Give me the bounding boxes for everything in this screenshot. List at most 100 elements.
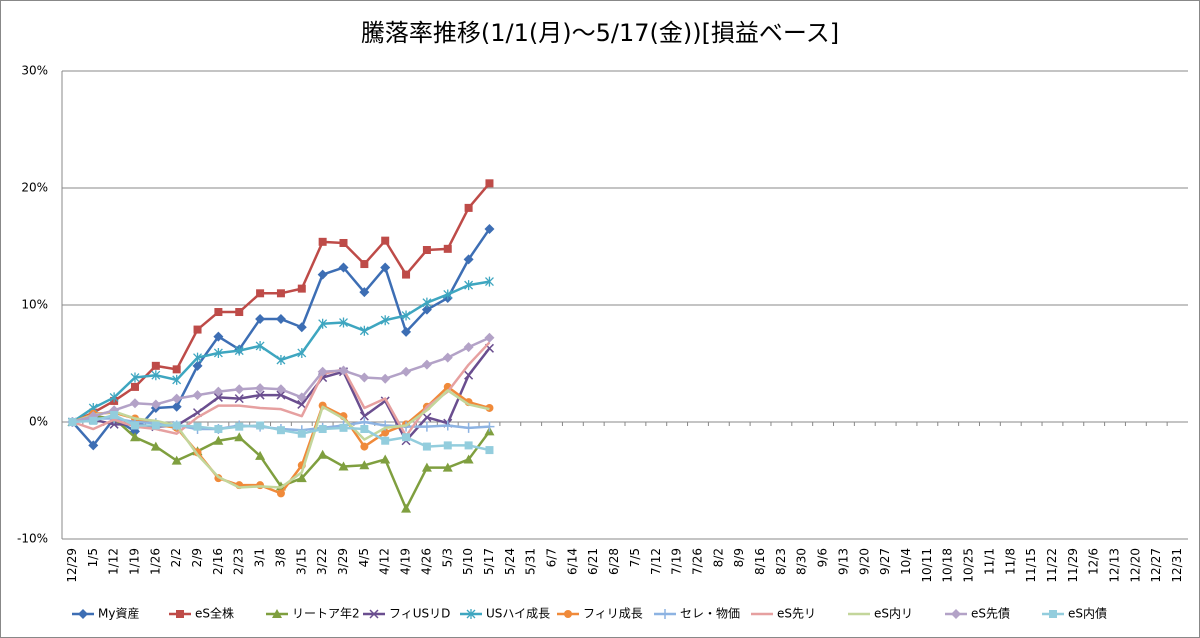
marker: [150, 399, 161, 410]
marker: [214, 308, 223, 317]
marker: [485, 179, 494, 188]
marker: [564, 610, 572, 618]
legend-item: eS内リ: [848, 607, 913, 621]
y-tick-label: 30%: [21, 64, 48, 78]
marker: [256, 421, 265, 430]
x-tick-label: 12/13: [1108, 548, 1122, 583]
legend-label: フィリ成長: [583, 607, 643, 621]
marker: [338, 461, 349, 471]
marker: [463, 342, 474, 353]
x-tick-label: 2/16: [211, 548, 225, 575]
marker: [297, 347, 307, 358]
legend-label: eS先債: [971, 606, 1010, 621]
marker: [485, 276, 494, 287]
marker: [339, 238, 348, 247]
marker: [484, 223, 495, 234]
x-tick-label: 10/25: [962, 548, 976, 583]
x-tick-label: 4/12: [378, 548, 392, 575]
marker: [360, 425, 369, 434]
x-tick-label: 6/7: [545, 548, 559, 567]
marker: [78, 609, 88, 619]
marker: [401, 310, 411, 321]
marker: [276, 289, 285, 298]
x-tick-label: 9/27: [878, 548, 892, 575]
legend-label: USハイ成長: [486, 607, 550, 621]
marker: [442, 420, 453, 431]
legend-item: USハイ成長: [460, 607, 550, 621]
x-tick-label: 3/1: [253, 548, 267, 567]
marker: [318, 237, 327, 246]
legend-label: eS内債: [1068, 606, 1107, 621]
marker: [130, 372, 140, 383]
marker: [422, 412, 432, 422]
marker: [171, 393, 182, 404]
marker: [255, 340, 265, 351]
x-tick-label: 10/4: [899, 548, 913, 575]
marker: [380, 373, 391, 384]
legend-label: eS内リ: [874, 607, 913, 621]
marker: [255, 450, 266, 460]
marker: [464, 441, 473, 450]
x-tick-label: 11/1: [982, 548, 996, 575]
x-tick-label: 7/5: [628, 548, 642, 567]
marker: [296, 392, 307, 403]
marker: [256, 289, 265, 298]
marker: [443, 289, 453, 300]
y-tick-label: 10%: [21, 298, 48, 312]
marker: [360, 442, 369, 451]
x-tick-label: 8/9: [732, 548, 746, 567]
y-tick-label: -10%: [17, 532, 48, 546]
legend-label: フィUSリD: [389, 607, 450, 621]
marker: [401, 503, 412, 513]
x-tick-label: 9/20: [857, 548, 871, 575]
x-tick-label: 8/16: [753, 548, 767, 575]
marker: [359, 411, 369, 421]
x-tick-label: 11/29: [1066, 548, 1080, 583]
marker: [380, 454, 391, 464]
marker: [442, 352, 453, 363]
legend-item: eS内債: [1042, 606, 1107, 621]
marker: [339, 423, 348, 432]
marker: [255, 383, 266, 394]
marker: [296, 322, 307, 333]
series-markers: [68, 410, 494, 455]
marker: [276, 426, 285, 435]
marker: [359, 372, 370, 383]
x-tick-label: 4/26: [419, 548, 433, 575]
marker: [172, 374, 182, 385]
marker: [359, 287, 370, 298]
marker: [192, 390, 203, 401]
x-tick-label: 12/27: [1149, 548, 1163, 583]
legend-label: eS全株: [195, 606, 234, 621]
marker: [276, 390, 286, 400]
legend-item: eS先リ: [751, 607, 816, 621]
x-tick-label: 1/12: [107, 548, 121, 575]
marker: [1049, 610, 1057, 618]
x-tick-label: 5/24: [503, 548, 517, 575]
x-tick-label: 9/6: [816, 548, 830, 567]
marker: [464, 203, 473, 212]
marker: [276, 489, 285, 498]
marker: [402, 433, 411, 442]
x-tick-label: 5/10: [461, 548, 475, 575]
series-line: [72, 389, 490, 489]
x-tick-label: 2/23: [232, 548, 246, 575]
chart-title: 騰落率推移(1/1(月)～5/17(金))[損益ベース]: [361, 19, 839, 47]
marker: [129, 432, 140, 442]
marker: [484, 421, 495, 432]
x-tick-label: 11/8: [1003, 548, 1017, 575]
x-tick-label: 10/18: [941, 548, 955, 583]
marker: [213, 347, 223, 358]
legend-item: My資産: [72, 606, 139, 621]
marker: [297, 429, 306, 438]
x-tick-label: 12/29: [65, 548, 79, 583]
marker: [317, 269, 328, 280]
marker: [235, 422, 244, 431]
marker: [193, 325, 202, 334]
marker: [463, 454, 474, 464]
marker: [129, 398, 140, 409]
x-tick-label: 12/20: [1128, 548, 1142, 583]
x-tick-label: 8/30: [795, 548, 809, 575]
marker: [464, 280, 474, 291]
